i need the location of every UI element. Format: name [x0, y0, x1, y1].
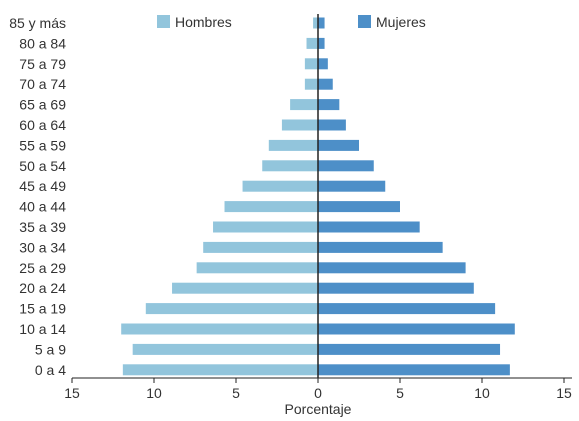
legend-label-mujeres: Mujeres — [376, 14, 426, 30]
legend: Hombres Mujeres — [157, 14, 426, 30]
age-label: 30 a 34 — [19, 239, 66, 255]
bar-mujeres — [318, 201, 400, 213]
age-label: 55 a 59 — [19, 137, 66, 153]
age-label: 20 a 24 — [19, 280, 66, 296]
age-label: 50 a 54 — [19, 158, 66, 174]
age-label: 5 a 9 — [35, 341, 66, 357]
bar-hombres — [172, 282, 318, 294]
age-label: 65 a 69 — [19, 97, 66, 113]
x-tick-label: 5 — [232, 385, 240, 401]
x-tick-label: 0 — [314, 385, 322, 401]
bar-hombres — [306, 37, 318, 49]
bar-mujeres — [318, 241, 443, 253]
bar-hombres — [122, 364, 318, 376]
bar-mujeres — [318, 180, 386, 192]
bar-hombres — [203, 241, 318, 253]
bar-mujeres — [318, 17, 325, 29]
bar-mujeres — [318, 37, 325, 49]
bar-hombres — [262, 160, 318, 172]
x-tick-label: 15 — [64, 385, 80, 401]
bar-mujeres — [318, 364, 510, 376]
age-label: 80 a 84 — [19, 35, 66, 51]
x-tick-label: 15 — [556, 385, 572, 401]
bar-hombres — [313, 17, 318, 29]
bar-mujeres — [318, 99, 340, 111]
age-label: 60 a 64 — [19, 117, 66, 133]
bar-hombres — [224, 201, 318, 213]
age-label: 35 a 39 — [19, 219, 66, 235]
bar-mujeres — [318, 221, 420, 233]
age-label: 85 y más — [9, 15, 66, 31]
bar-hombres — [132, 343, 318, 355]
bar-hombres — [268, 139, 318, 151]
bar-mujeres — [318, 343, 501, 355]
x-tick-label: 10 — [146, 385, 162, 401]
bar-mujeres — [318, 58, 328, 70]
legend-label-hombres: Hombres — [175, 14, 232, 30]
legend-swatch-hombres — [157, 15, 170, 28]
bar-mujeres — [318, 78, 333, 90]
bar-mujeres — [318, 323, 515, 335]
bar-mujeres — [318, 160, 374, 172]
x-tick-label: 5 — [396, 385, 404, 401]
bar-mujeres — [318, 139, 359, 151]
x-axis-ticks: 15 10 5 0 5 10 15 — [64, 378, 572, 401]
bar-hombres — [242, 180, 318, 192]
age-group-labels: 0 a 4 5 a 9 10 a 14 15 a 19 20 a 24 25 a 29 30… — [9, 15, 66, 378]
bar-hombres — [145, 303, 318, 315]
bar-mujeres — [318, 262, 466, 274]
age-label: 40 a 44 — [19, 199, 66, 215]
age-label: 10 a 14 — [19, 321, 66, 337]
bar-hombres — [304, 58, 318, 70]
mujeres-bars — [318, 17, 515, 376]
bar-hombres — [304, 78, 318, 90]
bar-hombres — [121, 323, 318, 335]
x-axis-label: Porcentaje — [285, 401, 352, 417]
bar-mujeres — [318, 282, 474, 294]
bar-hombres — [213, 221, 318, 233]
bar-mujeres — [318, 119, 346, 131]
age-label: 0 a 4 — [35, 362, 66, 378]
bar-hombres — [281, 119, 318, 131]
age-label: 75 a 79 — [19, 56, 66, 72]
age-label: 15 a 19 — [19, 301, 66, 317]
age-label: 25 a 29 — [19, 260, 66, 276]
age-label: 45 a 49 — [19, 178, 66, 194]
bar-mujeres — [318, 303, 496, 315]
legend-swatch-mujeres — [358, 15, 371, 28]
hombres-bars — [121, 17, 318, 376]
bar-hombres — [290, 99, 318, 111]
x-tick-label: 10 — [474, 385, 490, 401]
age-label: 70 a 74 — [19, 76, 66, 92]
bar-hombres — [196, 262, 318, 274]
